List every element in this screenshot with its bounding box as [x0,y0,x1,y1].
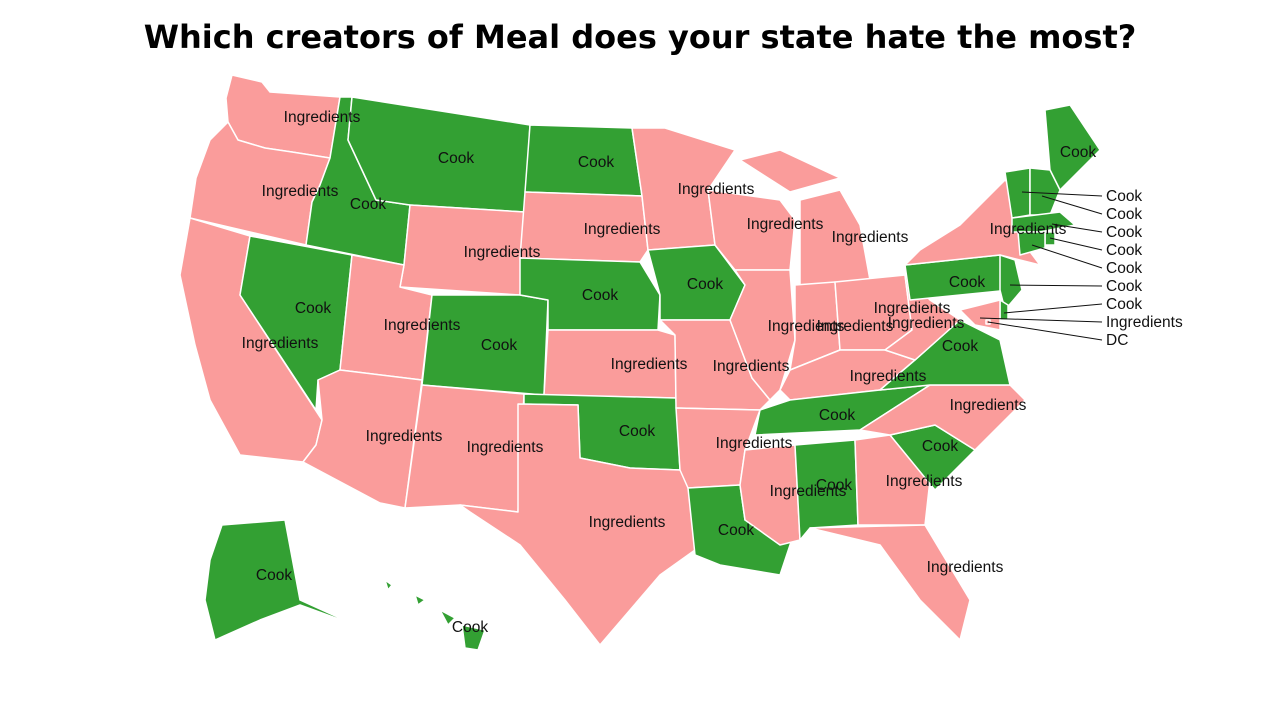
state-label-nv: Cook [295,300,331,317]
state-co [421,294,549,396]
state-label-wv: Ingredients [888,315,965,332]
state-label-il: Ingredients [768,318,845,335]
state-label-nj: Cook [1106,278,1142,295]
leader-line-nh [1041,195,1103,215]
state-shapes [179,74,1101,651]
state-label-mo: Ingredients [713,358,790,375]
state-ak [204,519,356,641]
state-tx [459,403,696,646]
map-title: Which creators of Meal does your state h… [143,18,1137,56]
state-label-ga: Ingredients [886,473,963,490]
state-label-nd: Cook [578,154,614,171]
state-label-mt: Cook [438,150,474,167]
state-label-ar: Ingredients [716,435,793,452]
leader-line-md [979,317,1103,323]
leader-line-dc [987,321,1103,341]
state-label-ky: Ingredients [850,368,927,385]
state-label-wi: Ingredients [747,216,824,233]
state-label-tn: Cook [819,407,855,424]
state-nj [999,254,1023,311]
state-label-hi: Cook [452,619,488,636]
state-ga [854,434,931,526]
leader-line-vt [1021,191,1103,197]
state-label-ct: Cook [1106,260,1142,277]
state-label-me: Cook [1060,144,1096,161]
state-wy [399,204,526,296]
state-label-vt: Cook [1106,188,1142,205]
state-label-ri: Cook [1106,242,1142,259]
leader-line-ct [1031,244,1103,269]
state-label-ca: Ingredients [242,335,319,352]
state-label-wa: Ingredients [284,109,361,126]
state-label-ms: Ingredients [770,483,847,500]
state-label-al: Cook [816,477,852,494]
state-al [794,439,859,541]
state-nh [1029,167,1061,216]
callout-leader-lines [979,191,1103,341]
state-sd [519,191,649,263]
state-label-sc: Cook [922,438,958,455]
state-label-nc: Ingredients [950,397,1027,414]
leader-line-ri [1049,237,1103,251]
state-label-co: Cook [481,337,517,354]
state-label-ks: Ingredients [611,356,688,373]
state-label-ne: Cook [582,287,618,304]
state-label-or: Ingredients [262,183,339,200]
state-mi [739,149,871,286]
state-label-nm: Ingredients [467,439,544,456]
state-label-de: Cook [1106,296,1142,313]
leader-line-nj [1009,284,1103,287]
state-label-dc: DC [1106,332,1128,349]
state-label-pa: Cook [949,274,985,291]
state-me [1044,104,1101,191]
state-label-tx: Ingredients [589,514,666,531]
state-label-mn: Ingredients [678,181,755,198]
state-label-fl: Ingredients [927,559,1004,576]
state-label-oh: Ingredients [874,300,951,317]
state-il [729,269,796,401]
state-ma [1011,211,1076,233]
state-label-az: Ingredients [366,428,443,445]
leader-line-de [1003,303,1103,314]
state-label-ma: Cook [1106,224,1142,241]
state-label-la: Cook [718,522,754,539]
state-label-in: Ingredients [817,318,894,335]
state-wv [884,274,961,361]
state-label-ia: Cook [687,276,723,293]
state-label-md: Ingredients [1106,314,1183,331]
state-label-mi: Ingredients [832,229,909,246]
state-fl [809,524,971,641]
state-label-va: Cook [942,338,978,355]
state-label-wy: Ingredients [464,244,541,261]
state-label-ny: Ingredients [990,221,1067,238]
state-label-nh: Cook [1106,206,1142,223]
state-label-ak: Cook [256,567,292,584]
leader-line-ma [1051,223,1103,233]
state-hi [384,579,486,651]
state-label-ok: Cook [619,423,655,440]
state-label-sd: Ingredients [584,221,661,238]
state-label-id: Cook [350,196,386,213]
state-labels: IngredientsIngredientsIngredientsCookCoo… [242,109,1183,636]
state-label-ut: Ingredients [384,317,461,334]
state-ct [1017,231,1046,256]
